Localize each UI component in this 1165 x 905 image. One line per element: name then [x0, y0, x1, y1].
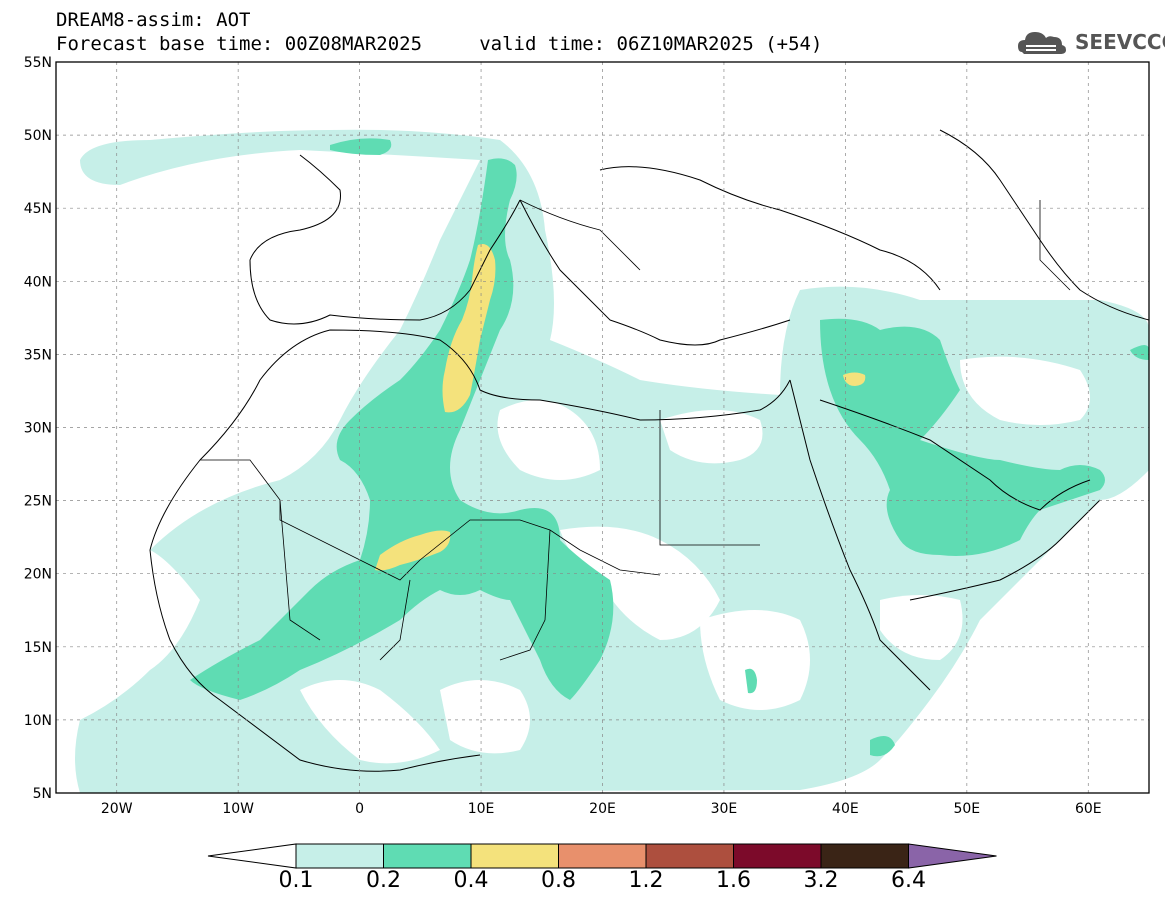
- lon-tick-label: 0: [355, 801, 364, 817]
- colorbar-label: 1.2: [628, 868, 664, 893]
- lat-tick-label: 45N: [24, 201, 52, 217]
- colorbar-swatch: [820, 843, 909, 869]
- lat-tick-label: 20N: [24, 567, 52, 583]
- lat-tick-label: 30N: [24, 421, 52, 437]
- colorbar-swatch: [295, 843, 384, 869]
- colorbar-swatch: [733, 843, 822, 869]
- colorbar-label: 6.4: [891, 868, 926, 893]
- colorbar-label: 0.4: [453, 868, 489, 893]
- colorbar-swatch: [558, 843, 647, 869]
- lon-tick-label: 10W: [222, 801, 254, 817]
- map-subtitle: Forecast base time: 00Z08MAR2025 valid t…: [56, 33, 823, 55]
- aot-band-clear: [300, 356, 1090, 764]
- colorbar-under-arrow: [207, 843, 297, 869]
- colorbar-label: 1.6: [716, 868, 751, 893]
- colorbar-label: 0.8: [541, 868, 576, 893]
- colorbar-swatch: [470, 843, 559, 869]
- colorbar-label: 0.1: [278, 868, 314, 893]
- lon-tick-label: 60E: [1075, 801, 1102, 817]
- lon-tick-label: 40E: [832, 801, 859, 817]
- colorbar-swatch: [645, 843, 734, 869]
- lon-tick-label: 10E: [468, 801, 495, 817]
- lat-tick-label: 50N: [24, 128, 52, 144]
- graticule: [56, 62, 1149, 793]
- lon-tick-label: 20E: [589, 801, 616, 817]
- lat-tick-label: 55N: [24, 55, 52, 71]
- lat-tick-label: 35N: [24, 347, 52, 363]
- axis-ticks: 5N 10N 15N 20N 25N 30N 35N 40N 45N 50N 55N 20W 10W 0 1…: [24, 55, 1102, 817]
- lon-tick-label: 20W: [101, 801, 133, 817]
- lat-tick-label: 15N: [24, 640, 52, 656]
- colorbar-swatch: [383, 843, 472, 869]
- country-borders: [200, 199, 1071, 661]
- lat-tick-label: 40N: [24, 274, 52, 290]
- colorbar-label: 0.2: [366, 868, 401, 893]
- lat-tick-label: 25N: [24, 494, 52, 510]
- colorbar-label: 3.2: [803, 868, 839, 893]
- aot-band-yellow: [375, 244, 866, 571]
- lon-tick-label: 30E: [711, 801, 738, 817]
- lat-tick-label: 10N: [24, 713, 52, 729]
- cloud-icon: [1018, 32, 1066, 54]
- logo-text: SEEVCCC: [1075, 30, 1165, 54]
- colorbar-over-arrow: [908, 843, 997, 869]
- lat-tick-label: 5N: [33, 786, 52, 802]
- map-frame: [55, 61, 1150, 794]
- aot-band-green: [190, 138, 1149, 757]
- lon-tick-label: 50E: [953, 801, 980, 817]
- map-title: DREAM8-assim: AOT: [56, 9, 251, 31]
